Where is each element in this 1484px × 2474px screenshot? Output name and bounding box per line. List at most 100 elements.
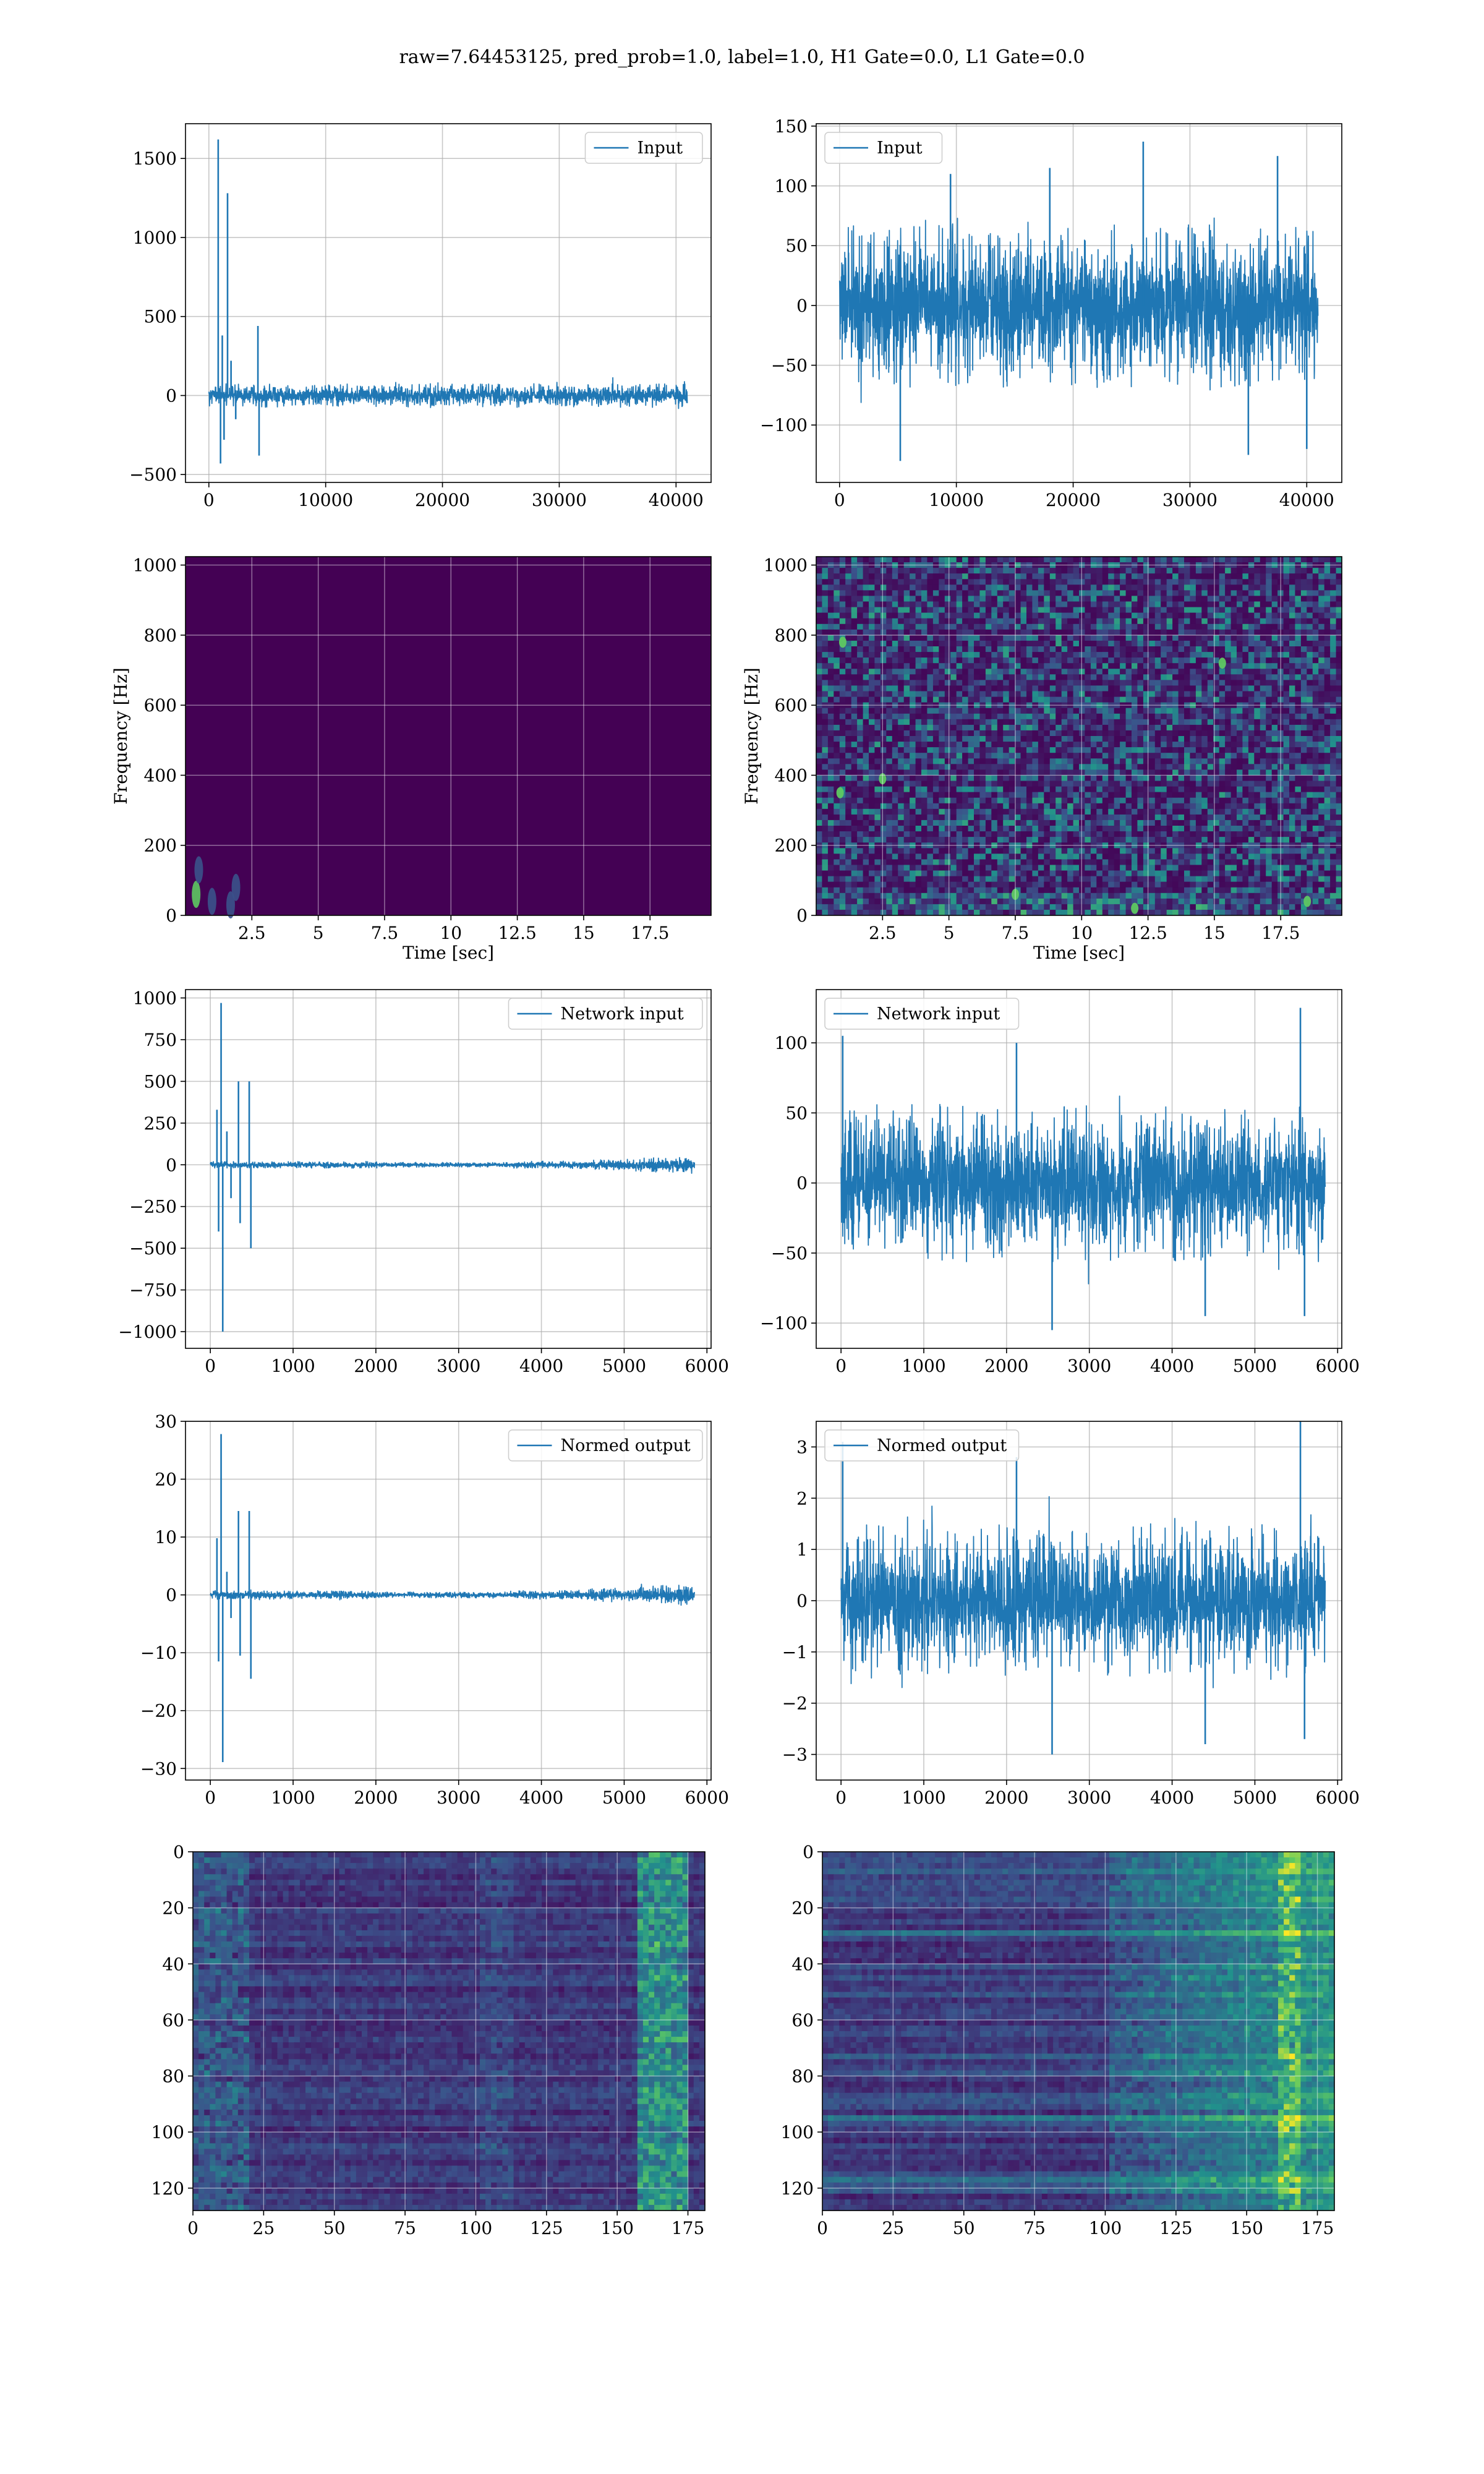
xtick-label-7: 175 xyxy=(672,2218,704,2238)
ytick-label-0: −30 xyxy=(140,1758,177,1779)
ytick-label-4: 80 xyxy=(162,2066,184,2087)
xtick-label-4: 40000 xyxy=(649,490,704,510)
xtick-label-0: 0 xyxy=(205,1787,216,1808)
ytick-label-4: 1500 xyxy=(133,148,177,169)
xtick-label-0: 0 xyxy=(187,2218,198,2238)
xtick-label-4: 4000 xyxy=(1150,1356,1194,1376)
xtick-label-4: 12.5 xyxy=(498,923,536,943)
blip-2 xyxy=(207,888,216,915)
series-line xyxy=(840,1496,1326,1689)
heatmap-cells xyxy=(816,557,1342,916)
legend-box xyxy=(824,132,943,164)
legend-box xyxy=(508,1429,703,1462)
xtick-label-3: 30000 xyxy=(532,490,587,510)
ytick-label-0: −3 xyxy=(782,1745,808,1765)
blip-2 xyxy=(836,787,844,798)
x-axis-label: Time [sec] xyxy=(1033,943,1125,963)
xtick-label-5: 5000 xyxy=(602,1356,646,1376)
ytick-label-5: 1000 xyxy=(133,555,177,576)
xtick-label-3: 3000 xyxy=(437,1787,480,1808)
ytick-label-2: 40 xyxy=(162,1954,184,1974)
blip-0 xyxy=(1011,889,1019,901)
ytick-label-5: 2 xyxy=(796,1488,808,1509)
ytick-label-3: 60 xyxy=(162,2010,184,2031)
ytick-label-1: −20 xyxy=(140,1701,177,1721)
axes-frame xyxy=(185,1421,712,1781)
ytick-label-0: −100 xyxy=(760,415,808,435)
xtick-label-0: 0 xyxy=(205,1356,216,1376)
xtick-label-0: 0 xyxy=(835,1787,846,1808)
line-chart-p6: 0 1000 2000 3000 4000 5000 6000 −100 −50 0 50 100 Ne… xyxy=(760,989,1360,1376)
series-line xyxy=(208,377,688,409)
xtick-label-2: 2000 xyxy=(984,1787,1028,1808)
xtick-label-4: 40000 xyxy=(1279,490,1334,510)
ytick-label-2: −10 xyxy=(140,1643,177,1663)
legend: Network input xyxy=(508,998,703,1030)
xtick-label-7: 175 xyxy=(1301,2218,1334,2238)
axes-frame xyxy=(185,556,712,916)
xtick-label-2: 7.5 xyxy=(371,923,399,943)
series-p2 xyxy=(838,142,1319,461)
xtick-label-6: 6000 xyxy=(1316,1356,1360,1376)
xtick-label-1: 1000 xyxy=(271,1356,315,1376)
xtick-label-6: 150 xyxy=(600,2218,633,2238)
series-p7 xyxy=(210,1434,696,1762)
ytick-label-3: 600 xyxy=(775,695,808,716)
xtick-label-0: 2.5 xyxy=(869,923,897,943)
xtick-label-6: 17.5 xyxy=(631,923,669,943)
axes-frame xyxy=(822,1851,1335,2211)
xtick-label-2: 50 xyxy=(323,2218,346,2238)
xtick-label-0: 0 xyxy=(817,2218,828,2238)
axes-frame xyxy=(816,989,1342,1349)
ytick-label-0: 0 xyxy=(796,905,808,926)
xtick-label-2: 20000 xyxy=(1046,490,1101,510)
xtick-label-1: 10000 xyxy=(298,490,353,510)
heatmap-p4: 2.5 5 7.5 10 12.5 15 17.5 0 200 400 600 800 1000 Time… xyxy=(741,555,1342,963)
ytick-label-3: 600 xyxy=(144,695,177,716)
xtick-label-2: 2000 xyxy=(354,1787,398,1808)
xtick-label-3: 3000 xyxy=(1067,1356,1111,1376)
axes-frame xyxy=(192,1851,706,2211)
xtick-label-3: 10 xyxy=(1070,923,1093,943)
xtick-label-3: 30000 xyxy=(1162,490,1217,510)
heatmap-p10: 0 25 50 75 100 125 150 175 0 20 40 60 80 100 120 xyxy=(781,1842,1335,2238)
legend-label: Input xyxy=(638,139,683,158)
legend-box xyxy=(584,132,703,164)
series-p8 xyxy=(840,1421,1326,1755)
xtick-label-4: 100 xyxy=(1089,2218,1122,2238)
ytick-label-4: 100 xyxy=(775,1033,808,1053)
legend-label: Network input xyxy=(877,1004,1000,1024)
ytick-label-1: 200 xyxy=(144,836,177,856)
legend: Input xyxy=(584,132,703,164)
axes-frame xyxy=(185,989,712,1349)
xtick-label-3: 10 xyxy=(440,923,462,943)
heatmap-background xyxy=(186,557,711,915)
axes-frame xyxy=(185,123,712,483)
xtick-label-4: 4000 xyxy=(519,1356,563,1376)
legend: Normed output xyxy=(824,1429,1020,1462)
legend-label: Input xyxy=(877,139,923,158)
ytick-label-2: 40 xyxy=(791,1954,814,1974)
legend: Input xyxy=(824,132,943,164)
ytick-label-2: −500 xyxy=(129,1238,177,1259)
ytick-label-2: −1 xyxy=(782,1642,808,1663)
legend-box xyxy=(824,998,1020,1030)
xtick-label-5: 5000 xyxy=(1233,1356,1277,1376)
series-line xyxy=(210,1157,696,1174)
ytick-label-1: −50 xyxy=(771,356,808,376)
axes-frame xyxy=(816,123,1342,483)
ytick-label-0: 0 xyxy=(173,1842,184,1862)
xtick-label-5: 5000 xyxy=(1233,1787,1277,1808)
xtick-label-6: 150 xyxy=(1230,2218,1263,2238)
heatmap-cells xyxy=(186,557,711,919)
blip-3 xyxy=(1218,657,1226,669)
legend-box xyxy=(508,998,703,1030)
ytick-label-1: −50 xyxy=(771,1243,808,1264)
ytick-label-6: 120 xyxy=(781,2178,814,2199)
blip-6 xyxy=(1131,902,1139,914)
xtick-label-3: 3000 xyxy=(437,1356,480,1376)
plots-layer: 0 10000 20000 30000 40000−500050010001500Inp… xyxy=(111,116,1360,2238)
ytick-label-3: 0 xyxy=(166,1585,177,1606)
xtick-label-0: 0 xyxy=(835,1356,846,1376)
line-chart-p1: 0 10000 20000 30000 40000 −500 0 500 1000 1500 Inp… xyxy=(129,123,712,510)
